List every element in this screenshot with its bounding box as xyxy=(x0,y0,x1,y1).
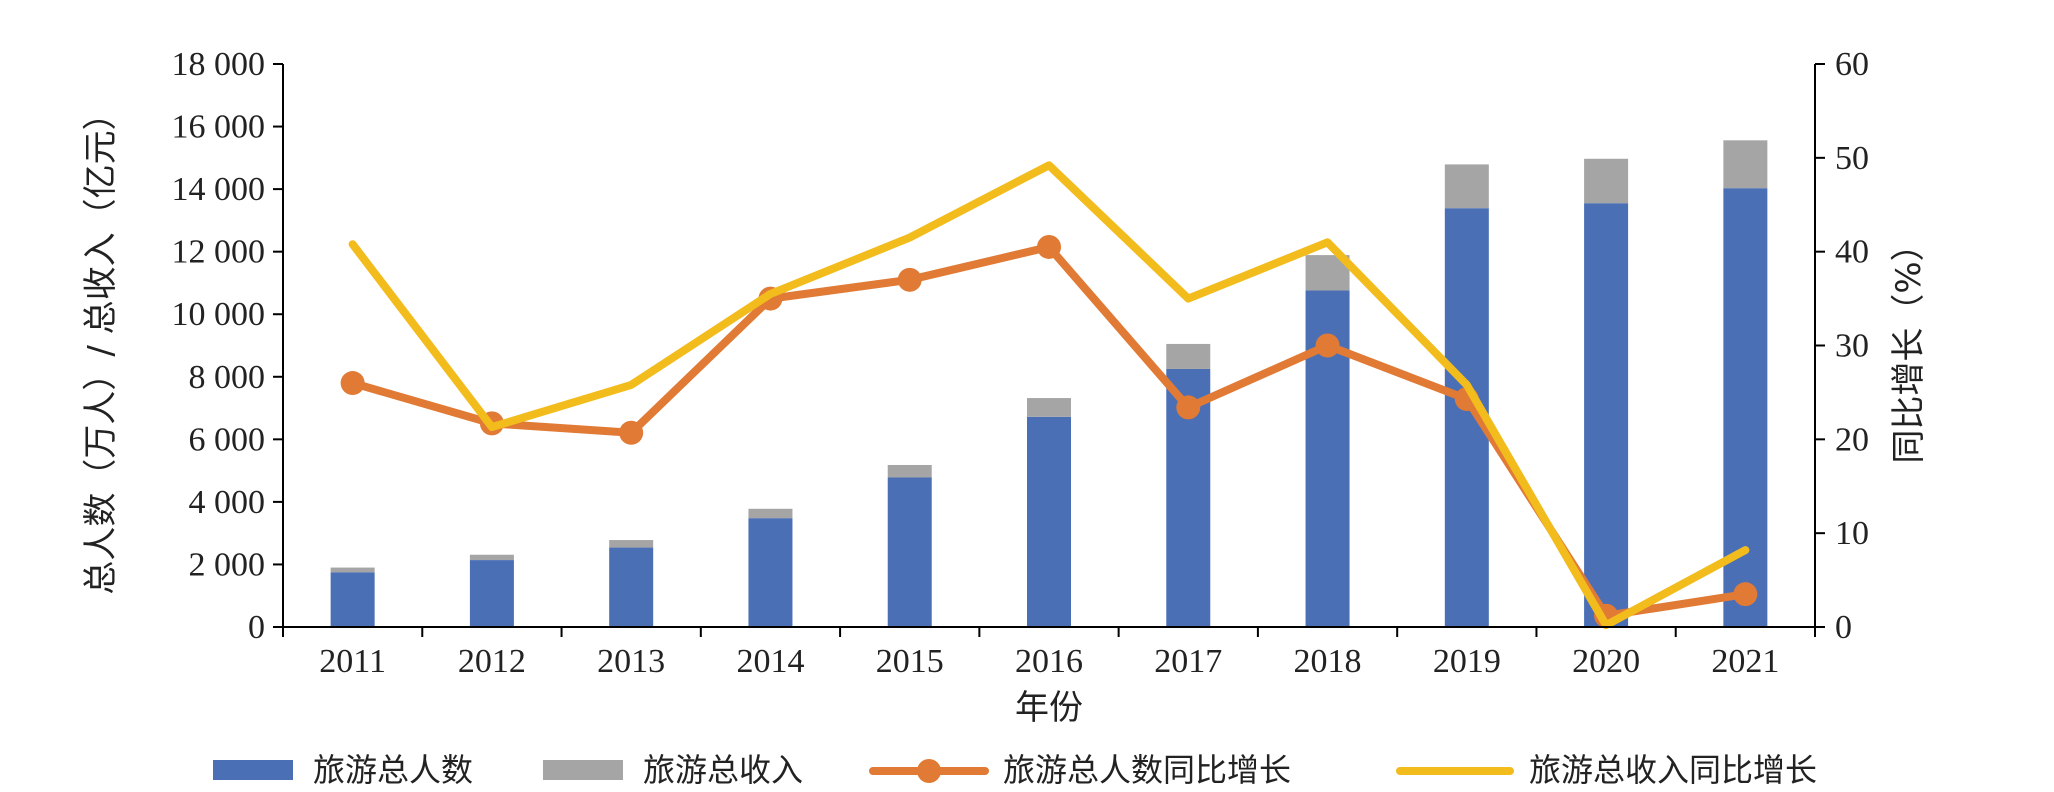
y-left-tick-label: 6 000 xyxy=(189,421,266,458)
x-tick-label: 2015 xyxy=(876,643,944,680)
point-visitors-growth-2013 xyxy=(619,420,644,445)
x-tick-label: 2011 xyxy=(319,643,386,680)
x-tick-label: 2016 xyxy=(1015,643,1083,680)
bar-total-revenue-2015 xyxy=(887,464,932,478)
y-left-tick-label: 14 000 xyxy=(172,171,266,208)
bar-total-revenue-2020 xyxy=(1584,158,1629,204)
y-left-tick-label: 12 000 xyxy=(172,234,266,271)
y-left-tick-label: 4 000 xyxy=(189,484,266,521)
legend-swatch-total-visitors xyxy=(213,760,293,780)
y-left-tick-label: 2 000 xyxy=(189,546,266,583)
x-axis-title: 年份 xyxy=(1015,688,1083,728)
bar-total-revenue-2016 xyxy=(1027,398,1071,417)
bar-total-revenue-2021 xyxy=(1723,140,1768,189)
x-tick-label: 2017 xyxy=(1154,643,1222,680)
y-right-tick-label: 60 xyxy=(1835,46,1869,83)
legend-label-visitors-growth: 旅游总人数同比增长 xyxy=(1003,751,1291,789)
point-visitors-growth-2016 xyxy=(1037,234,1061,259)
point-visitors-growth-2021 xyxy=(1733,582,1758,607)
bar-total-visitors-2013 xyxy=(609,547,654,627)
x-tick-label: 2021 xyxy=(1711,643,1779,680)
bar-total-visitors-2015 xyxy=(887,477,932,627)
y-right-tick-label: 20 xyxy=(1835,421,1869,458)
bar-total-revenue-2013 xyxy=(609,540,654,548)
x-tick-label: 2019 xyxy=(1433,643,1501,680)
point-visitors-growth-2011 xyxy=(340,371,365,396)
bar-total-visitors-2016 xyxy=(1027,416,1071,627)
x-tick-label: 2012 xyxy=(458,643,526,680)
point-visitors-growth-2015 xyxy=(897,267,922,292)
bar-total-revenue-2019 xyxy=(1444,164,1489,209)
legend-item-total-visitors: 旅游总人数 xyxy=(213,751,473,789)
y-right-axis-title: 同比增长（%） xyxy=(1889,227,1929,463)
point-visitors-growth-2017 xyxy=(1176,395,1201,420)
line-revenue-growth xyxy=(348,161,1750,630)
y-left-tick-label: 16 000 xyxy=(172,109,266,146)
bar-total-visitors-2020 xyxy=(1584,203,1629,628)
bar-total-visitors-2012 xyxy=(469,560,514,627)
y-right-tick-label: 40 xyxy=(1835,234,1869,271)
y-left-tick-label: 8 000 xyxy=(189,359,266,396)
legend-swatch-visitors-growth-marker xyxy=(917,759,941,783)
y-left-tick-label: 18 000 xyxy=(172,46,266,83)
legend: 旅游总人数 旅游总收入 旅游总人数同比增长 旅游总收入同比增长 xyxy=(213,751,1817,789)
legend-label-total-visitors: 旅游总人数 xyxy=(313,751,473,789)
y-right-tick-label: 10 xyxy=(1835,515,1869,552)
y-right-tick-label: 50 xyxy=(1835,140,1869,177)
legend-item-visitors-growth: 旅游总人数同比增长 xyxy=(869,751,1291,789)
bar-total-visitors-2011 xyxy=(330,572,375,627)
y-right-tick-label: 0 xyxy=(1835,609,1852,646)
bar-total-revenue-2012 xyxy=(469,554,514,561)
x-tick-label: 2018 xyxy=(1294,643,1362,680)
bar-total-revenue-2011 xyxy=(330,567,375,573)
lines-layer xyxy=(340,161,1758,630)
legend-label-total-revenue: 旅游总收入 xyxy=(643,751,803,789)
y-left-tick-label: 10 000 xyxy=(172,296,266,333)
x-tick-label: 2013 xyxy=(597,643,665,680)
bar-total-revenue-2014 xyxy=(748,508,793,519)
legend-item-revenue-growth: 旅游总收入同比增长 xyxy=(1396,751,1817,789)
x-tick-label: 2020 xyxy=(1572,643,1640,680)
ticks-layer: 0 2 000 4 000 6 000 8 000 10 000 12 000 14 000 1… xyxy=(172,46,1870,680)
legend-swatch-total-revenue xyxy=(543,760,623,780)
point-visitors-growth-2018 xyxy=(1315,333,1340,358)
bar-total-visitors-2014 xyxy=(748,518,793,627)
legend-item-total-revenue: 旅游总收入 xyxy=(543,751,803,789)
y-left-axis-title: 总人数（万人）/ 总收入（亿元） xyxy=(81,96,121,594)
legend-label-revenue-growth: 旅游总收入同比增长 xyxy=(1529,751,1817,789)
bars-layer xyxy=(330,140,1768,628)
y-left-tick-label: 0 xyxy=(248,609,265,646)
bar-total-revenue-2017 xyxy=(1166,343,1211,369)
x-tick-label: 2014 xyxy=(736,643,804,680)
y-right-tick-label: 30 xyxy=(1835,328,1869,365)
